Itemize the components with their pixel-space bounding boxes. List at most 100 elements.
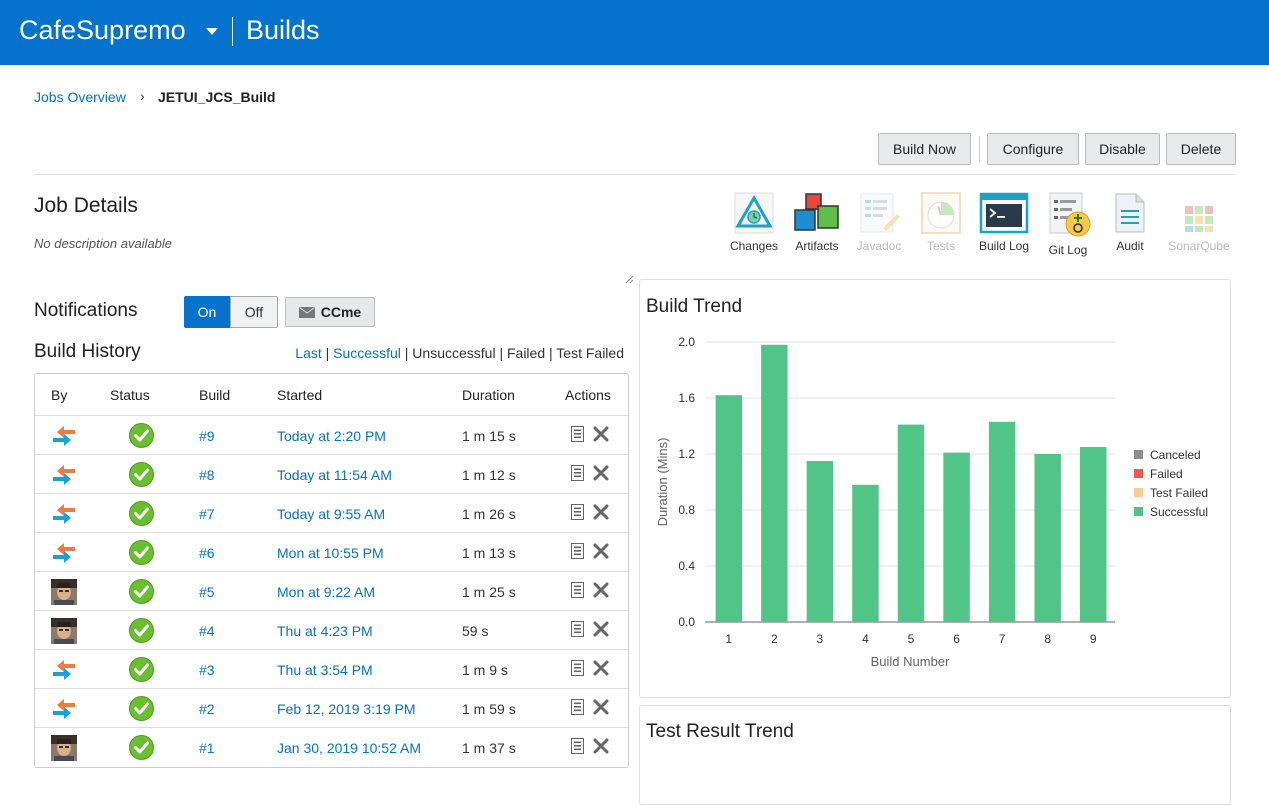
duration: 1 m 26 s	[462, 506, 516, 522]
tool-audit[interactable]: Audit	[1100, 192, 1160, 253]
bar[interactable]	[897, 424, 925, 622]
legend-label[interactable]: Canceled	[1150, 448, 1201, 462]
log-icon[interactable]	[571, 738, 584, 754]
duration: 1 m 15 s	[462, 428, 516, 444]
legend-label[interactable]: Failed	[1150, 467, 1183, 481]
duration: 1 m 9 s	[462, 662, 508, 678]
notifications-off-toggle[interactable]: Off	[230, 296, 278, 328]
started-link[interactable]: Today at 2:20 PM	[277, 428, 386, 444]
build-trend-title: Build Trend	[646, 296, 743, 317]
app-name[interactable]: CafeSupremo	[19, 15, 186, 45]
build-number-link[interactable]: #2	[199, 701, 215, 717]
filter-failed[interactable]: Failed	[506, 345, 546, 361]
build-number-link[interactable]: #5	[199, 584, 215, 600]
build-number-link[interactable]: #3	[199, 662, 215, 678]
close-icon[interactable]	[593, 465, 609, 481]
tests-icon	[921, 192, 961, 234]
y-tick-label: 0.8	[678, 503, 695, 517]
bar[interactable]	[1080, 447, 1107, 622]
log-icon[interactable]	[571, 543, 584, 559]
legend-label[interactable]: Successful	[1150, 505, 1208, 519]
scm-trigger-icon[interactable]	[51, 540, 77, 566]
scm-trigger-icon[interactable]	[51, 423, 77, 449]
breadcrumb-jobs-overview[interactable]: Jobs Overview	[34, 89, 126, 105]
scm-trigger-icon[interactable]	[51, 501, 77, 527]
build-number-link[interactable]: #4	[199, 623, 215, 639]
close-icon[interactable]	[593, 738, 609, 754]
scm-trigger-icon[interactable]	[51, 462, 77, 488]
build-number-link[interactable]: #6	[199, 545, 215, 561]
filter-separator: |	[499, 345, 504, 361]
bar[interactable]	[988, 421, 1016, 622]
log-icon[interactable]	[571, 621, 584, 637]
close-icon[interactable]	[593, 621, 609, 637]
bar[interactable]	[1034, 454, 1061, 622]
filter-test-failed[interactable]: Test Failed	[556, 345, 624, 361]
log-icon[interactable]	[571, 699, 584, 715]
started-link[interactable]: Mon at 10:55 PM	[277, 545, 384, 561]
user-avatar[interactable]	[51, 735, 77, 761]
log-icon[interactable]	[571, 465, 584, 481]
close-icon[interactable]	[593, 504, 609, 520]
disable-button[interactable]: Disable	[1085, 133, 1160, 165]
notifications-on-toggle[interactable]: On	[184, 296, 230, 328]
scm-trigger-icon[interactable]	[51, 657, 77, 683]
bar[interactable]	[715, 395, 742, 622]
build-number-link[interactable]: #8	[199, 467, 215, 483]
started-link[interactable]: Today at 11:54 AM	[277, 467, 392, 483]
filter-separator: |	[549, 345, 553, 361]
started-link[interactable]: Feb 12, 2019 3:19 PM	[277, 701, 416, 717]
scm-trigger-icon[interactable]	[51, 696, 77, 722]
close-icon[interactable]	[593, 660, 609, 676]
filter-last[interactable]: Last	[295, 345, 322, 361]
table-row: #2 Feb 12, 2019 3:19 PM 1 m 59 s	[35, 688, 628, 727]
build-number-link[interactable]: #1	[199, 740, 215, 756]
started-link[interactable]: Thu at 3:54 PM	[277, 662, 373, 678]
close-icon[interactable]	[593, 582, 609, 598]
build-now-button[interactable]: Build Now	[878, 133, 971, 165]
log-icon[interactable]	[571, 660, 584, 676]
configure-button[interactable]: Configure	[987, 133, 1079, 165]
bar[interactable]	[943, 452, 970, 622]
duration: 1 m 12 s	[462, 467, 516, 483]
build-number-link[interactable]: #9	[199, 428, 215, 444]
test-result-trend-title: Test Result Trend	[646, 721, 794, 742]
changes-icon	[734, 192, 774, 234]
log-icon[interactable]	[571, 426, 584, 442]
bar[interactable]	[806, 461, 834, 622]
build-number-link[interactable]: #7	[199, 506, 215, 522]
close-icon[interactable]	[593, 543, 609, 559]
duration: 1 m 25 s	[462, 584, 516, 600]
user-avatar[interactable]	[51, 618, 77, 644]
close-icon[interactable]	[593, 699, 609, 715]
tool-build-log[interactable]: Build Log	[974, 192, 1034, 253]
ccme-button[interactable]: CCme	[285, 297, 375, 327]
build-history-table: By Status Build Started Duration Actions…	[34, 373, 629, 768]
started-link[interactable]: Today at 9:55 AM	[277, 506, 386, 522]
filter-successful[interactable]: Successful	[333, 345, 401, 361]
log-icon[interactable]	[571, 504, 584, 520]
tool-artifacts[interactable]: Artifacts	[787, 192, 847, 253]
started-link[interactable]: Jan 30, 2019 10:52 AM	[277, 740, 421, 756]
tool-git-log[interactable]: Git Log	[1038, 192, 1098, 257]
resize-handle-icon[interactable]	[624, 274, 634, 284]
success-check-icon	[129, 579, 154, 604]
log-icon[interactable]	[571, 582, 584, 598]
bar[interactable]	[761, 344, 788, 622]
chevron-down-icon[interactable]	[206, 28, 218, 35]
started-link[interactable]: Thu at 4:23 PM	[277, 623, 373, 639]
table-row: #8 Today at 11:54 AM 1 m 12 s	[35, 454, 628, 493]
tool-label: SonarQube	[1168, 239, 1230, 253]
duration: 1 m 37 s	[462, 740, 516, 756]
ccme-label: CCme	[320, 304, 362, 320]
user-avatar[interactable]	[51, 579, 77, 605]
close-icon[interactable]	[593, 426, 609, 442]
filter-unsuccessful[interactable]: Unsuccessful	[412, 345, 496, 361]
tool-changes[interactable]: Changes	[724, 192, 784, 253]
y-tick-label: 1.2	[678, 447, 695, 461]
bar[interactable]	[852, 484, 879, 622]
tool-label: Tests	[926, 239, 955, 253]
legend-label[interactable]: Test Failed	[1150, 486, 1208, 500]
started-link[interactable]: Mon at 9:22 AM	[277, 584, 376, 600]
delete-button[interactable]: Delete	[1166, 133, 1236, 165]
